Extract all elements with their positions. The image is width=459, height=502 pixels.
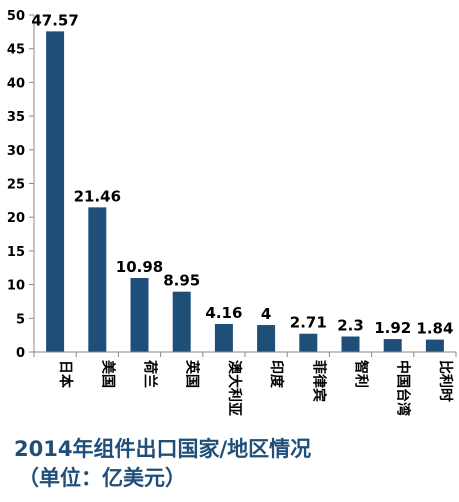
y-tick-label: 0 bbox=[16, 346, 25, 361]
bar bbox=[214, 323, 233, 352]
bar bbox=[425, 339, 444, 352]
x-tick-label: 中国台湾 bbox=[395, 360, 412, 416]
y-tick-label: 30 bbox=[7, 144, 25, 159]
x-tick-label: 澳大利亚 bbox=[226, 360, 243, 416]
data-label: 2.71 bbox=[290, 314, 327, 332]
x-tick-label: 日本 bbox=[57, 360, 74, 389]
bar bbox=[172, 291, 191, 352]
bar-chart: 0 5 10 15 20 25 30 35 40 45 50 47.57 21.46 10.988.95… bbox=[7, 9, 457, 416]
x-tick-label: 智利 bbox=[353, 359, 370, 388]
y-tick-label: 25 bbox=[7, 178, 25, 193]
y-tick-label: 10 bbox=[7, 279, 25, 294]
y-tick-label: 35 bbox=[7, 110, 25, 125]
y-tick-label: 5 bbox=[16, 312, 25, 327]
data-label: 10.98 bbox=[116, 258, 163, 276]
x-tick-label: 美国 bbox=[99, 360, 116, 388]
x-tick-label: 印度 bbox=[268, 360, 285, 389]
chart-title: 2014年组件出口国家/地区情况 bbox=[14, 437, 312, 461]
y-tick-label: 40 bbox=[7, 76, 25, 91]
y-tick-label: 45 bbox=[7, 43, 25, 58]
y-axis: 0 5 10 15 20 25 30 35 40 45 50 bbox=[7, 9, 35, 361]
bar bbox=[130, 277, 149, 352]
x-axis: 日本 美国 荷兰 英国 澳大利亚 印度 菲律宾 智利 中国台湾 比利时 bbox=[33, 351, 457, 416]
data-label: 47.57 bbox=[31, 11, 78, 29]
x-tick-label: 比利时 bbox=[437, 360, 454, 402]
chart-subtitle: （单位：亿美元） bbox=[18, 466, 186, 490]
bar bbox=[299, 333, 318, 352]
data-label: 1.84 bbox=[416, 320, 453, 338]
x-tick-label: 英国 bbox=[184, 359, 201, 388]
bar bbox=[88, 207, 107, 352]
bar bbox=[46, 31, 65, 352]
bars bbox=[46, 31, 444, 352]
data-label: 4.16 bbox=[205, 304, 242, 322]
bar bbox=[257, 325, 276, 352]
x-tick-label: 菲律宾 bbox=[310, 360, 327, 402]
chart-caption: 2014年组件出口国家/地区情况 （单位：亿美元） bbox=[14, 436, 311, 492]
data-label: 1.92 bbox=[374, 319, 411, 337]
data-label: 4 bbox=[261, 305, 271, 323]
x-tick-label: 荷兰 bbox=[142, 359, 159, 388]
y-tick-label: 15 bbox=[7, 245, 25, 260]
data-label: 8.95 bbox=[163, 272, 200, 290]
y-tick-label: 20 bbox=[7, 211, 25, 226]
y-tick-label: 50 bbox=[7, 9, 25, 24]
bar bbox=[341, 336, 360, 352]
data-label: 2.3 bbox=[337, 316, 364, 334]
bar bbox=[383, 339, 402, 352]
value-labels: 47.57 21.46 10.988.95 4.16 4 2.71 2.3 1.92 1.84 bbox=[31, 11, 453, 337]
data-label: 21.46 bbox=[74, 187, 121, 205]
